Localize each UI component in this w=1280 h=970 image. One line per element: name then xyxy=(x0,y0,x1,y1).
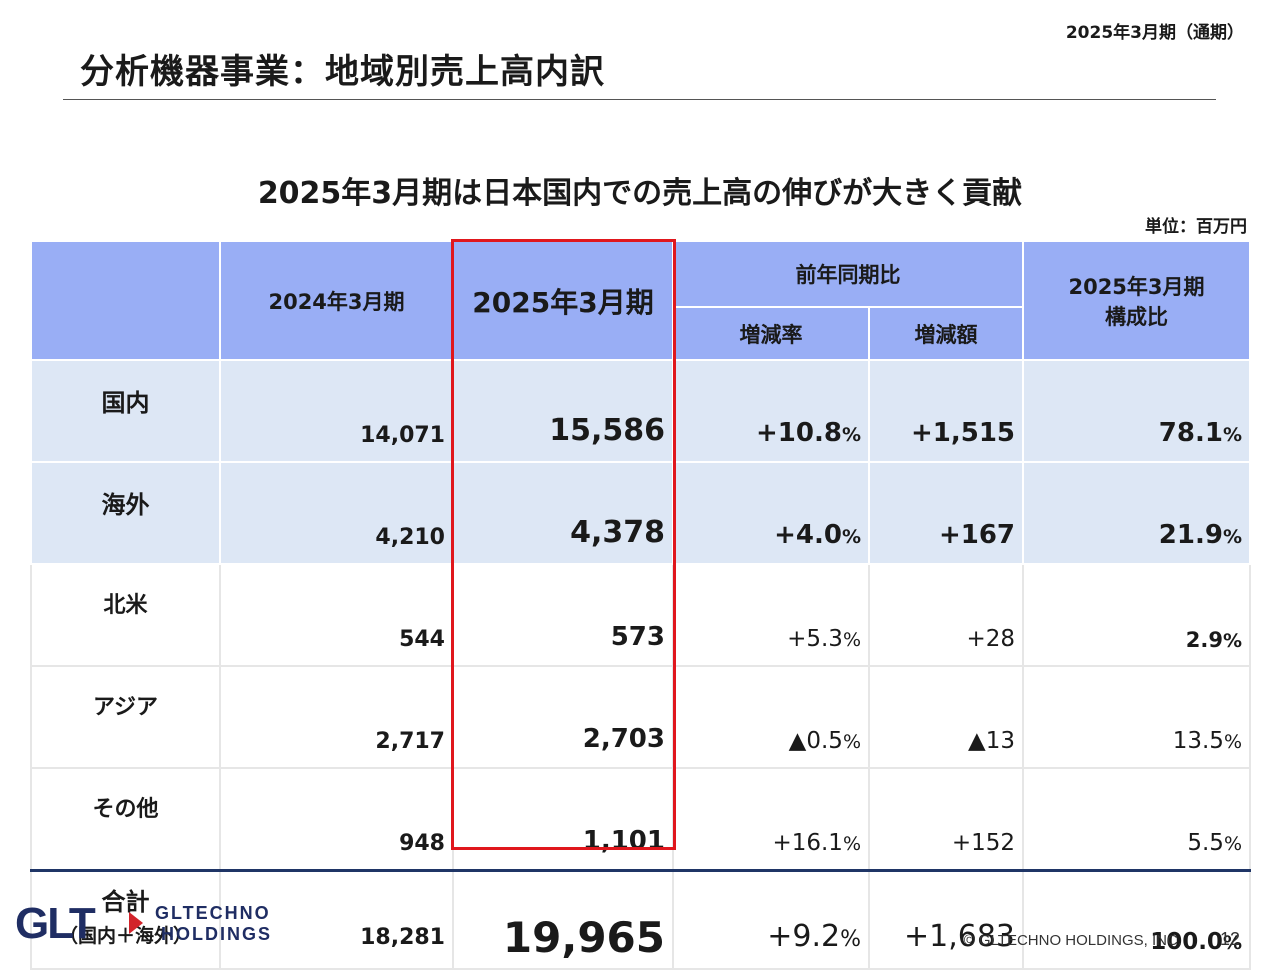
pct-suffix: % xyxy=(840,927,861,952)
change-amount: +1,683 xyxy=(868,869,1024,970)
change-rate: +5.3% xyxy=(672,563,870,667)
composition-share: 78.1% xyxy=(1022,359,1251,463)
change-rate: +16.1% xyxy=(672,767,870,872)
pct-suffix: % xyxy=(841,424,861,446)
change-amount: +28 xyxy=(868,563,1024,667)
share-value: 13.5 xyxy=(1172,728,1224,754)
logo-text-line1: GLTECHNO xyxy=(155,903,271,923)
curr-value: 19,965 xyxy=(452,869,674,970)
row-label: その他 xyxy=(30,767,221,872)
share-value: 5.5 xyxy=(1187,830,1224,856)
change-rate: +10.8% xyxy=(672,359,870,463)
row-label: 北米 xyxy=(30,563,221,667)
prev-value: 948 xyxy=(219,767,454,872)
pct-suffix: % xyxy=(1222,932,1242,954)
logo-text-line2: HOLDINGS xyxy=(161,924,273,944)
copyright: © GLTECHNO HOLDINGS, INC. xyxy=(963,932,1182,949)
prev-value: 18,281 xyxy=(219,869,454,970)
row-label: 国内 xyxy=(30,359,221,463)
pct-suffix: % xyxy=(1222,630,1242,652)
header-composition-line2: 構成比 xyxy=(1105,304,1168,329)
curr-value: 4,378 xyxy=(452,461,674,565)
share-value: 100.0 xyxy=(1150,929,1223,955)
change-amount: +1,515 xyxy=(868,359,1024,463)
share-value: 2.9 xyxy=(1185,628,1223,652)
rate-value: ▲0.5 xyxy=(788,728,843,754)
share-value: 21.9 xyxy=(1158,520,1223,550)
table-row: 海外 4,210 4,378 +4.0% +167 21.9% xyxy=(30,461,1251,565)
rate-value: +4.0 xyxy=(774,520,842,550)
change-amount: +152 xyxy=(868,767,1024,872)
header-subrow: 増減率 増減額 xyxy=(31,306,1250,361)
header-curr-year: 2025年3月期 xyxy=(452,240,674,361)
logo-mark: GLT xyxy=(15,899,96,948)
header-row: 2024年3月期 2025年3月期 前年同期比 2025年3月期 構成比 xyxy=(30,240,1251,361)
table-row: 北米 544 573 +5.3% +28 2.9% xyxy=(30,563,1251,667)
header-yoy-group: 前年同期比 xyxy=(672,240,1024,308)
header-change-amount: 増減額 xyxy=(868,306,1024,361)
pct-suffix: % xyxy=(1222,424,1242,446)
header-change-rate: 増減率 xyxy=(672,306,870,361)
change-amount: +167 xyxy=(868,461,1024,565)
total-label-main: 合計 xyxy=(101,888,150,916)
company-logo: GLT GLTECHNO HOLDINGS xyxy=(15,900,275,950)
pct-suffix: % xyxy=(841,526,861,548)
curr-value: 573 xyxy=(452,563,674,667)
composition-share: 21.9% xyxy=(1022,461,1251,565)
change-amount: ▲13 xyxy=(868,665,1024,769)
change-rate: +9.2% xyxy=(672,869,870,970)
rate-value: +10.8 xyxy=(756,418,842,448)
period-tag: 2025年3月期（通期） xyxy=(1065,23,1244,43)
curr-value: 2,703 xyxy=(452,665,674,769)
logo-triangle-icon xyxy=(129,912,143,934)
rate-value: +16.1 xyxy=(772,830,843,856)
pct-suffix: % xyxy=(1223,731,1242,753)
rate-value: +5.3 xyxy=(787,626,843,652)
prev-value: 544 xyxy=(219,563,454,667)
row-label: 海外 xyxy=(30,461,221,565)
rate-value: +9.2 xyxy=(767,919,841,954)
composition-share: 100.0% xyxy=(1022,869,1251,970)
composition-share: 13.5% xyxy=(1022,665,1251,769)
headline: 2025年3月期は日本国内での売上高の伸びが大きく貢献 xyxy=(257,176,1023,211)
table-row: アジア 2,717 2,703 ▲0.5% ▲13 13.5% xyxy=(30,665,1251,769)
composition-share: 5.5% xyxy=(1022,767,1251,872)
unit-note: 単位：百万円 xyxy=(1145,217,1247,237)
header-composition: 2025年3月期 構成比 xyxy=(1022,240,1251,361)
page-number: 12 xyxy=(1219,929,1240,949)
share-value: 78.1 xyxy=(1158,418,1223,448)
composition-share: 2.9% xyxy=(1022,563,1251,667)
pct-suffix: % xyxy=(1223,833,1242,855)
header-composition-line1: 2025年3月期 xyxy=(1068,274,1205,299)
total-row: 合計 （国内＋海外） 18,281 19,965 +9.2% +1,683 10… xyxy=(30,869,1251,970)
prev-value: 4,210 xyxy=(219,461,454,565)
pct-suffix: % xyxy=(842,833,861,855)
total-sublabel: （国内＋海外） xyxy=(58,925,192,947)
prev-value: 2,717 xyxy=(219,665,454,769)
curr-value: 15,586 xyxy=(452,359,674,463)
row-label: アジア xyxy=(30,665,221,769)
header-prev-year: 2024年3月期 xyxy=(219,240,454,361)
change-rate: ▲0.5% xyxy=(672,665,870,769)
table-row: その他 948 1,101 +16.1% +152 5.5% xyxy=(30,767,1251,872)
regional-sales-table: 2024年3月期 2025年3月期 前年同期比 2025年3月期 構成比 増減率… xyxy=(30,240,1251,970)
slide-title: 分析機器事業：地域別売上高内訳 xyxy=(80,52,605,92)
pct-suffix: % xyxy=(842,629,861,651)
title-divider xyxy=(63,99,1216,100)
pct-suffix: % xyxy=(1222,526,1242,548)
table-row: 国内 14,071 15,586 +10.8% +1,515 78.1% xyxy=(30,359,1251,463)
change-rate: +4.0% xyxy=(672,461,870,565)
prev-value: 14,071 xyxy=(219,359,454,463)
pct-suffix: % xyxy=(842,731,861,753)
curr-value: 1,101 xyxy=(452,767,674,872)
header-blank-cell xyxy=(30,240,221,361)
